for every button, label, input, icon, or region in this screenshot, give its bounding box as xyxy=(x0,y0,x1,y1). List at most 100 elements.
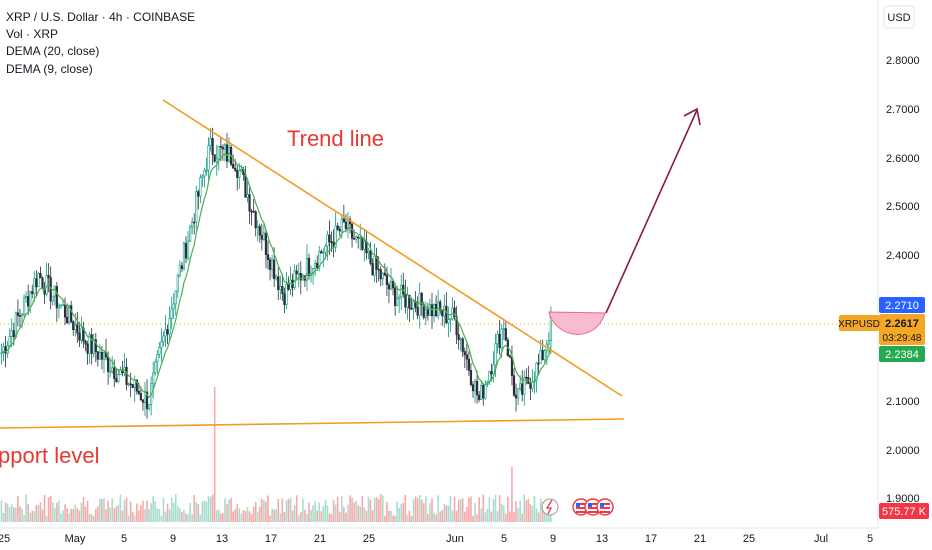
candle-body xyxy=(535,362,538,382)
candle-body xyxy=(258,226,261,236)
volume-bar xyxy=(283,511,286,522)
candle-body xyxy=(115,378,118,382)
volume-bar xyxy=(146,500,148,522)
volume-bar xyxy=(324,500,327,522)
candle-body xyxy=(141,399,145,403)
price-axis[interactable]: USD 2.8000 2.7000 2.6000 2.5000 2.4000 2… xyxy=(877,0,932,550)
candle-body xyxy=(338,229,341,232)
volume-bar xyxy=(314,501,316,522)
candle-body xyxy=(264,232,268,255)
volume-bar xyxy=(490,511,493,522)
indicator-volume[interactable]: Vol · XRP xyxy=(6,27,58,41)
volume-bar xyxy=(252,506,255,522)
candle-body xyxy=(391,280,395,289)
candle-body xyxy=(148,404,151,410)
volume-bar xyxy=(285,500,288,522)
candle-body xyxy=(475,380,479,396)
candle-body xyxy=(131,384,134,388)
support-line xyxy=(0,418,625,429)
price-tick: 2.5000 xyxy=(886,201,920,213)
candle-body xyxy=(295,270,298,275)
candle-body xyxy=(43,288,46,295)
event-icon-lightning[interactable] xyxy=(541,498,559,516)
volume-bar xyxy=(238,508,241,522)
candle-body xyxy=(35,278,38,288)
volume-bar xyxy=(531,505,534,522)
candle-body xyxy=(283,293,286,306)
volume-bar xyxy=(527,499,530,522)
symbol-badge xyxy=(839,315,879,331)
candle-body xyxy=(512,375,516,396)
candle-body xyxy=(90,334,93,354)
volume-bar xyxy=(484,512,487,522)
indicator-dema-20[interactable]: DEMA (20, close) xyxy=(6,44,99,58)
volume-bar xyxy=(318,502,321,522)
candle-body xyxy=(27,296,30,307)
candle-body xyxy=(285,283,288,306)
volume-bar xyxy=(56,502,58,522)
candle-body xyxy=(400,284,403,298)
volume-bar xyxy=(45,515,48,522)
candle-body xyxy=(467,358,471,371)
volume-bar xyxy=(72,509,75,522)
candle-body xyxy=(201,175,204,178)
volume-bar xyxy=(228,499,230,522)
event-icon-flag-2[interactable] xyxy=(584,498,602,516)
volume-bar xyxy=(23,514,25,522)
candle-body xyxy=(496,333,499,345)
candle-body xyxy=(160,341,163,348)
volume-bar xyxy=(181,512,183,522)
candle-body xyxy=(164,329,167,337)
volume-bar xyxy=(287,498,290,522)
symbol-title[interactable]: XRP / U.S. Dollar · 4h · COINBASE xyxy=(6,10,195,24)
volume-bar xyxy=(271,508,273,522)
volume-bar xyxy=(158,509,161,522)
candle-body xyxy=(244,174,247,198)
candle-body xyxy=(29,291,32,307)
volume-bar xyxy=(359,506,362,522)
candle-body xyxy=(408,294,411,309)
indicator-dema-9[interactable]: DEMA (9, close) xyxy=(6,62,93,76)
candle-body xyxy=(373,255,376,276)
volume-bar xyxy=(211,494,214,522)
volume-bar xyxy=(353,502,355,522)
candle-body xyxy=(398,296,401,299)
volume-bar xyxy=(365,510,368,522)
volume-bar xyxy=(125,497,128,522)
volume-bar xyxy=(109,507,111,522)
candle-body xyxy=(494,343,497,366)
volume-bar xyxy=(502,505,505,522)
volume-bar xyxy=(367,496,370,522)
candle-body xyxy=(508,355,512,358)
candle-body xyxy=(465,354,468,360)
candle-body xyxy=(45,275,48,295)
candle-body xyxy=(248,194,251,212)
candle-body xyxy=(521,383,524,395)
candle-body xyxy=(225,144,229,162)
candle-body xyxy=(246,194,249,198)
currency-button[interactable] xyxy=(883,5,915,29)
upper-price-badge xyxy=(879,297,925,313)
volume-bar xyxy=(113,508,116,522)
candle-body xyxy=(195,191,198,223)
candle-body xyxy=(281,286,284,294)
volume-bar xyxy=(156,508,159,522)
volume-bar xyxy=(332,500,335,522)
time-tick: 13 xyxy=(596,533,608,545)
volume-bar xyxy=(103,498,105,522)
volume-bar xyxy=(304,509,306,522)
candle-body xyxy=(94,339,97,352)
volume-bar xyxy=(254,501,257,522)
candle-body xyxy=(361,237,364,250)
volume-bar xyxy=(525,500,528,522)
candle-body xyxy=(334,225,337,248)
time-axis[interactable]: 25 May 5 9 13 17 21 25 Jun 5 9 13 17 21 … xyxy=(0,527,878,545)
volume-bar xyxy=(482,494,485,522)
volume-bar xyxy=(218,509,220,522)
volume-bar xyxy=(461,498,464,522)
event-icon-flag-3[interactable] xyxy=(596,498,614,516)
volume-bar xyxy=(267,495,269,522)
candle-body xyxy=(357,236,360,239)
volume-bar xyxy=(152,496,154,522)
